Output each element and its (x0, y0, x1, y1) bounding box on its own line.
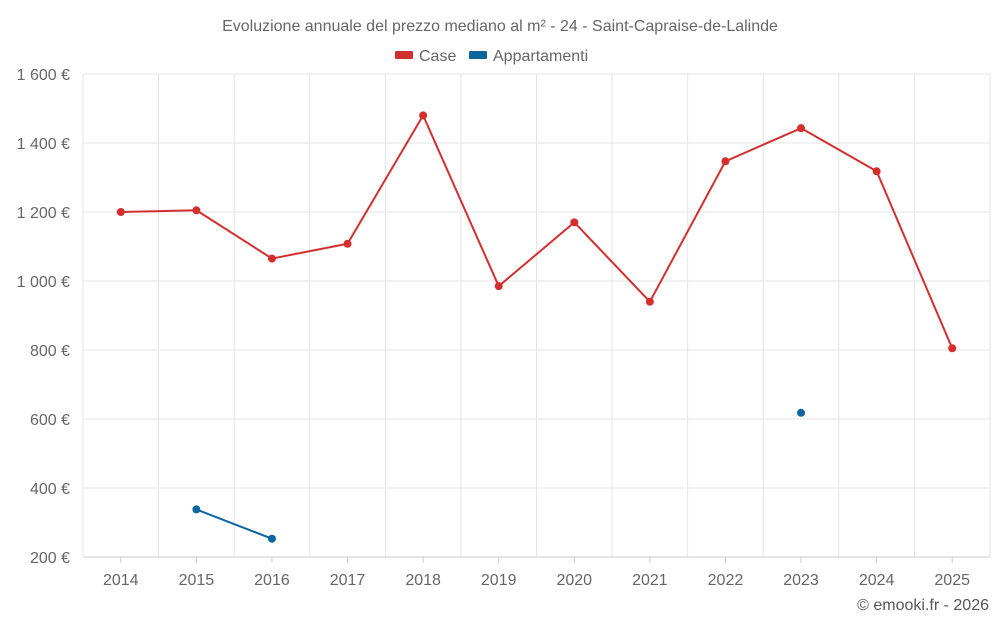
x-tick-label: 2025 (934, 572, 970, 589)
data-point-case-2019[interactable] (494, 282, 503, 291)
y-tick-label: 1 200 € (17, 205, 70, 222)
data-point-case-2024[interactable] (872, 167, 881, 176)
x-tick-label: 2016 (254, 572, 290, 589)
series-case (116, 111, 957, 353)
data-point-appartamenti-2023[interactable] (797, 408, 806, 417)
legend-label-appartamenti: Appartamenti (493, 48, 588, 65)
y-tick-label: 1 400 € (17, 136, 70, 153)
x-tick-label: 2015 (179, 572, 215, 589)
y-axis: 200 € 400 € 600 € 800 € 1 000 € 1 200 € 1 400 … (17, 67, 70, 567)
y-tick-label: 400 € (30, 481, 70, 498)
data-point-case-2017[interactable] (343, 239, 352, 248)
x-tick-label: 2017 (330, 572, 366, 589)
legend-item-case[interactable]: Case (395, 48, 456, 65)
data-point-appartamenti-2015[interactable] (192, 505, 201, 514)
data-point-case-2021[interactable] (645, 297, 654, 306)
credit-text: © emooki.fr - 2026 (857, 597, 989, 614)
data-point-case-2025[interactable] (948, 344, 957, 353)
chart-title: Evoluzione annuale del prezzo mediano al… (222, 18, 778, 35)
legend-item-appartamenti[interactable]: Appartamenti (469, 48, 588, 65)
data-point-case-2018[interactable] (419, 111, 428, 120)
data-point-case-2014[interactable] (116, 208, 125, 216)
x-tick-label: 2024 (859, 572, 895, 589)
x-tick-label: 2019 (481, 572, 517, 589)
y-tick-label: 1 000 € (17, 274, 70, 291)
series-appartamenti (192, 408, 806, 543)
x-tick-label: 2022 (708, 572, 744, 589)
y-tick-label: 1 600 € (17, 67, 70, 84)
x-tick-label: 2021 (632, 572, 668, 589)
y-tick-label: 200 € (30, 550, 70, 567)
gridlines (82, 73, 991, 557)
x-tick-label: 2020 (556, 572, 592, 589)
data-point-case-2016[interactable] (267, 254, 276, 263)
data-point-case-2015[interactable] (192, 206, 201, 215)
x-tick-label: 2023 (783, 572, 819, 589)
y-tick-label: 800 € (30, 343, 70, 360)
data-point-case-2022[interactable] (721, 157, 730, 166)
legend-label-case: Case (419, 48, 456, 65)
data-point-case-2023[interactable] (797, 124, 806, 133)
y-tick-label: 600 € (30, 412, 70, 429)
x-axis: 2014 2015 2016 2017 2018 2019 2020 2021 2022 2023… (83, 556, 990, 589)
legend-swatch-appartamenti (469, 51, 487, 59)
legend-swatch-case (395, 51, 413, 59)
series-layer (116, 111, 957, 543)
series-line-case (119, 114, 954, 350)
data-point-case-2020[interactable] (570, 218, 579, 227)
series-line-appartamenti (195, 508, 273, 540)
data-point-appartamenti-2016[interactable] (267, 534, 276, 543)
x-tick-label: 2014 (103, 572, 139, 589)
legend: Case Appartamenti (395, 48, 588, 65)
x-tick-label: 2018 (405, 572, 441, 589)
